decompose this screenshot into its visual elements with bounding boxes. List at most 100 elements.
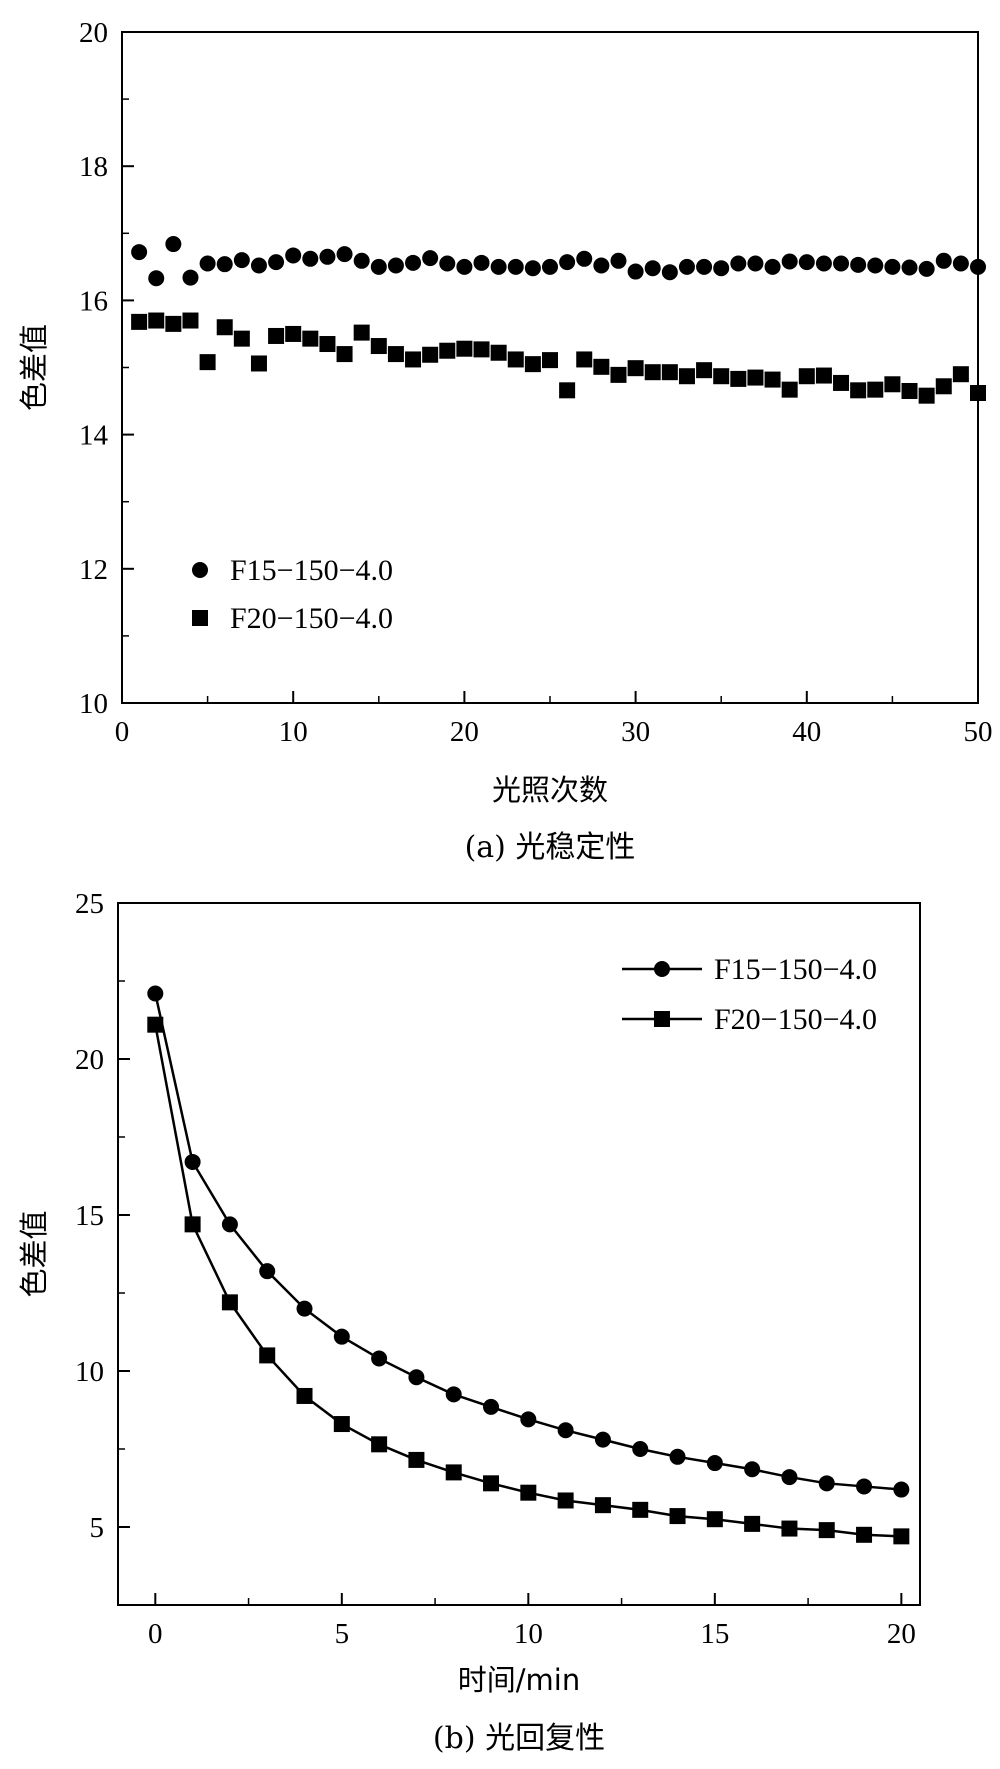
data-point xyxy=(333,1416,350,1433)
legend-label: F20−150−4.0 xyxy=(230,602,393,635)
data-point xyxy=(815,255,832,272)
data-point xyxy=(439,255,456,272)
data-point xyxy=(856,1478,873,1495)
data-point xyxy=(747,369,764,386)
data-point xyxy=(319,336,336,353)
data-point xyxy=(319,248,336,265)
data-point xyxy=(131,244,148,261)
panel-b-marks xyxy=(147,985,910,1545)
data-point xyxy=(610,366,627,383)
data-point xyxy=(233,330,250,347)
data-point xyxy=(893,1481,910,1498)
x-tick-label: 15 xyxy=(700,1618,729,1650)
panel-b-y-axis-label: 色差值 xyxy=(17,1210,51,1297)
x-tick-label: 0 xyxy=(115,716,130,748)
panel-a-legend: F15−150−4.0 F20−150−4.0 xyxy=(192,554,393,635)
data-point xyxy=(336,246,353,263)
data-point xyxy=(730,370,747,387)
data-point xyxy=(815,367,832,384)
data-point xyxy=(918,387,935,404)
data-point xyxy=(216,319,233,336)
plot-frame xyxy=(117,902,921,1606)
data-point xyxy=(884,258,901,275)
data-point xyxy=(952,366,969,383)
y-tick-label: 15 xyxy=(75,1200,104,1232)
data-point xyxy=(706,1455,723,1472)
data-point xyxy=(594,1497,611,1514)
data-point xyxy=(901,382,918,399)
y-tick-label: 10 xyxy=(79,688,108,720)
legend-label: F15−150−4.0 xyxy=(714,953,877,986)
data-point xyxy=(744,1515,761,1532)
data-point xyxy=(456,340,473,357)
data-point xyxy=(730,255,747,272)
data-point xyxy=(490,258,507,275)
data-point xyxy=(627,360,644,377)
data-point xyxy=(285,325,302,342)
data-point xyxy=(935,378,952,395)
data-point xyxy=(370,338,387,355)
data-point xyxy=(576,250,593,267)
data-point xyxy=(182,269,199,286)
legend-label: F15−150−4.0 xyxy=(230,554,393,587)
legend-marker xyxy=(654,1011,670,1027)
data-point xyxy=(182,312,199,329)
data-point xyxy=(445,1386,462,1403)
data-point xyxy=(542,352,558,369)
data-point xyxy=(387,346,404,363)
y-tick-label: 12 xyxy=(79,554,108,586)
series-1 xyxy=(147,985,910,1498)
data-point xyxy=(632,1501,649,1518)
data-point xyxy=(833,374,850,391)
data-point xyxy=(935,252,952,269)
data-point xyxy=(696,362,713,379)
series-1 xyxy=(131,236,986,287)
data-point xyxy=(184,1153,201,1170)
data-point xyxy=(336,346,353,363)
panel-a-marks xyxy=(131,236,986,404)
y-tick-label: 16 xyxy=(79,285,108,317)
data-point xyxy=(408,1369,425,1386)
data-point xyxy=(148,312,165,329)
data-point xyxy=(250,257,267,274)
data-point xyxy=(632,1441,649,1457)
x-tick-label: 20 xyxy=(887,1618,916,1650)
data-point xyxy=(644,364,661,381)
data-point xyxy=(524,260,541,277)
y-tick-label: 14 xyxy=(79,420,109,452)
data-point xyxy=(302,330,319,347)
data-point xyxy=(439,342,456,359)
data-point xyxy=(199,255,216,272)
data-point xyxy=(678,258,695,275)
data-point xyxy=(798,254,815,271)
data-point xyxy=(542,258,558,275)
data-point xyxy=(259,1263,276,1280)
data-point xyxy=(781,1520,798,1537)
data-point xyxy=(520,1411,537,1428)
data-point xyxy=(268,327,285,344)
data-point xyxy=(221,1294,238,1311)
data-point xyxy=(850,382,867,399)
data-point xyxy=(593,257,610,274)
data-point xyxy=(456,258,473,275)
data-point xyxy=(405,351,422,368)
data-point xyxy=(353,252,370,269)
data-point xyxy=(884,376,901,393)
legend-label: F20−150−4.0 xyxy=(714,1003,877,1036)
data-point xyxy=(507,258,524,275)
y-tick-label: 20 xyxy=(75,1044,104,1076)
data-point xyxy=(867,381,884,398)
data-point xyxy=(781,1469,798,1486)
legend-marker xyxy=(654,961,670,977)
data-point xyxy=(610,252,627,269)
data-point xyxy=(520,1484,537,1501)
y-tick-label: 20 xyxy=(79,17,108,49)
data-point xyxy=(678,368,695,385)
panel-a-caption: (a) 光稳定性 xyxy=(465,830,636,865)
data-point xyxy=(184,1216,201,1233)
data-point xyxy=(387,257,404,274)
data-point xyxy=(918,260,935,277)
data-point xyxy=(490,344,507,361)
panel-b-axes xyxy=(117,902,921,1606)
